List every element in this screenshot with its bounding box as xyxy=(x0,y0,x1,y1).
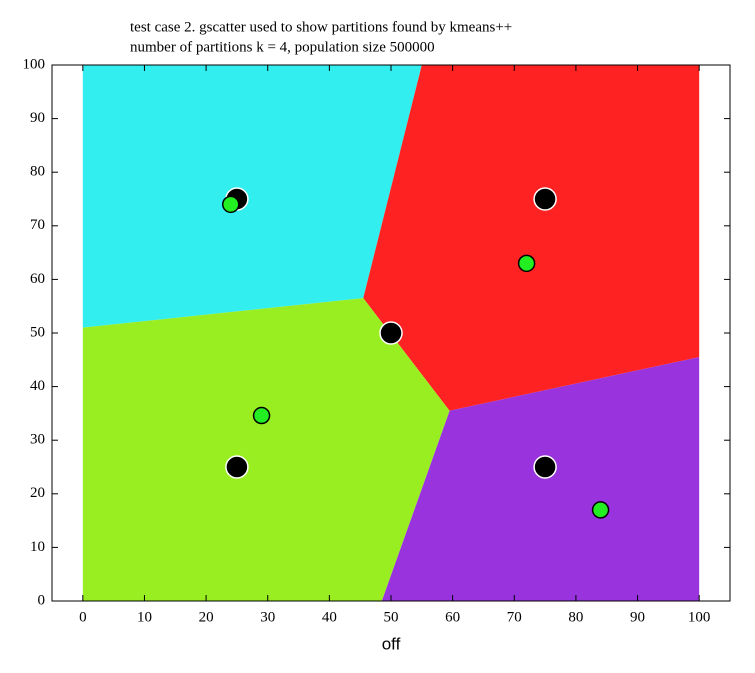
chart-title-line: test case 2. gscatter used to show parti… xyxy=(130,19,512,35)
y-tick-label: 40 xyxy=(30,378,45,394)
x-tick-label: 80 xyxy=(568,609,583,625)
x-tick-label: 0 xyxy=(79,609,87,625)
y-tick-label: 20 xyxy=(30,485,45,501)
scatter-point xyxy=(379,321,403,345)
scatter-point xyxy=(225,455,249,479)
partition-region xyxy=(381,357,700,601)
partition-region xyxy=(363,65,700,411)
y-tick-label: 90 xyxy=(30,110,45,126)
y-tick-label: 100 xyxy=(23,56,46,72)
scatter-point xyxy=(221,195,240,214)
y-tick-label: 0 xyxy=(38,592,46,608)
scatter-point xyxy=(591,501,610,519)
x-tick-label: 70 xyxy=(507,609,522,625)
x-tick-label: 10 xyxy=(137,609,152,625)
x-tick-label: 60 xyxy=(445,609,460,625)
x-axis-label: off xyxy=(382,634,401,653)
partition-region xyxy=(82,65,422,328)
partition-region xyxy=(82,298,450,601)
y-tick-label: 30 xyxy=(30,432,45,448)
x-tick-label: 40 xyxy=(322,609,337,625)
scatter-point xyxy=(533,455,557,479)
x-tick-label: 100 xyxy=(688,609,711,625)
scatter-point xyxy=(517,254,536,273)
y-tick-label: 70 xyxy=(30,217,45,233)
y-tick-label: 10 xyxy=(30,539,45,555)
scatter-point xyxy=(252,406,271,425)
x-tick-label: 20 xyxy=(199,609,214,625)
y-tick-label: 80 xyxy=(30,164,45,180)
x-tick-label: 50 xyxy=(384,609,399,625)
scatter-point xyxy=(533,187,557,211)
y-tick-label: 50 xyxy=(30,324,45,340)
x-tick-label: 90 xyxy=(630,609,645,625)
y-tick-label: 60 xyxy=(30,271,45,287)
chart-title-line: number of partitions k = 4, population s… xyxy=(130,39,435,55)
x-tick-label: 30 xyxy=(260,609,275,625)
